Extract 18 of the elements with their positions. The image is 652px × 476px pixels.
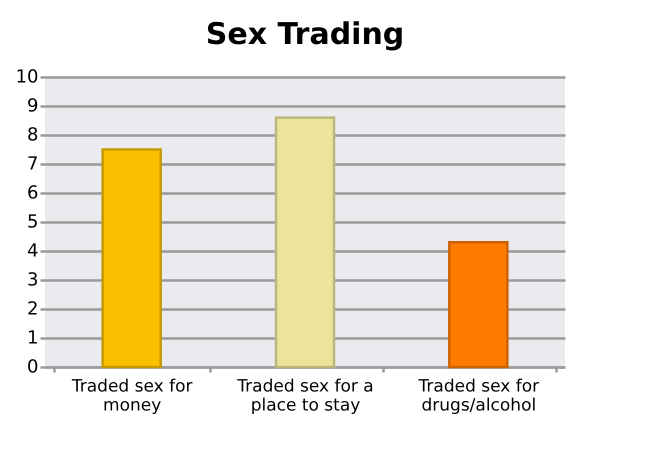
- y-tick-label: 2: [27, 298, 38, 320]
- y-tick-label: 3: [27, 270, 38, 290]
- bar: [448, 241, 509, 368]
- bar: [101, 148, 162, 368]
- y-tick-label: 6: [27, 182, 38, 204]
- y-tick-label: 1: [27, 328, 38, 348]
- bar: [274, 116, 336, 368]
- x-tick-label: Traded sex for money: [70, 376, 192, 416]
- y-tick-label: 0: [27, 356, 38, 378]
- y-tick-label: 8: [27, 124, 38, 146]
- y-tick-label: 7: [27, 154, 38, 174]
- chart-title: Sex Trading: [206, 17, 404, 52]
- x-tick-label: Traded sex for drugs/alcohol: [418, 376, 540, 416]
- y-tick-label: 4: [27, 240, 38, 262]
- y-tick-label: 5: [27, 212, 38, 232]
- y-tick-label: 10: [16, 66, 38, 88]
- y-tick-label: 9: [27, 96, 38, 116]
- x-tick-label: Traded sex for a place to stay: [236, 376, 374, 416]
